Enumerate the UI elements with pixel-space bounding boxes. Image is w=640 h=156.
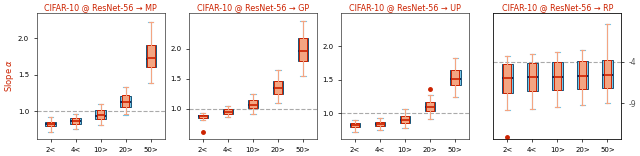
Title: CIFAR-10 @ ResNet-56 → UP: CIFAR-10 @ ResNet-56 → UP — [349, 3, 461, 12]
PathPatch shape — [249, 100, 257, 108]
PathPatch shape — [451, 70, 459, 85]
PathPatch shape — [122, 95, 129, 107]
PathPatch shape — [450, 70, 461, 85]
PathPatch shape — [554, 62, 561, 90]
PathPatch shape — [145, 45, 156, 67]
PathPatch shape — [579, 61, 586, 89]
PathPatch shape — [376, 122, 384, 127]
PathPatch shape — [70, 118, 81, 124]
PathPatch shape — [604, 60, 611, 88]
PathPatch shape — [224, 109, 232, 114]
PathPatch shape — [577, 61, 588, 89]
PathPatch shape — [502, 64, 513, 93]
PathPatch shape — [248, 100, 258, 108]
Title: CIFAR-10 @ ResNet-56 → RP: CIFAR-10 @ ResNet-56 → RP — [502, 3, 613, 12]
PathPatch shape — [375, 122, 385, 127]
PathPatch shape — [349, 123, 360, 127]
PathPatch shape — [95, 110, 106, 119]
PathPatch shape — [426, 102, 434, 111]
PathPatch shape — [198, 115, 208, 118]
PathPatch shape — [97, 110, 104, 119]
PathPatch shape — [274, 80, 282, 94]
PathPatch shape — [72, 118, 79, 124]
PathPatch shape — [400, 116, 410, 123]
PathPatch shape — [47, 122, 54, 127]
PathPatch shape — [147, 45, 154, 67]
PathPatch shape — [504, 64, 511, 93]
PathPatch shape — [602, 60, 612, 88]
PathPatch shape — [401, 116, 409, 123]
PathPatch shape — [351, 123, 359, 127]
Y-axis label: Slope $\alpha$: Slope $\alpha$ — [3, 59, 17, 92]
PathPatch shape — [45, 122, 56, 127]
PathPatch shape — [425, 102, 435, 111]
PathPatch shape — [223, 109, 233, 114]
PathPatch shape — [529, 63, 536, 91]
PathPatch shape — [120, 96, 131, 107]
PathPatch shape — [273, 80, 284, 94]
PathPatch shape — [199, 115, 207, 118]
PathPatch shape — [300, 38, 307, 61]
PathPatch shape — [527, 63, 538, 91]
Title: CIFAR-10 @ ResNet-56 → GP: CIFAR-10 @ ResNet-56 → GP — [197, 3, 309, 12]
PathPatch shape — [298, 38, 308, 61]
PathPatch shape — [552, 62, 563, 90]
Title: CIFAR-10 @ ResNet-56 → MP: CIFAR-10 @ ResNet-56 → MP — [44, 3, 157, 12]
